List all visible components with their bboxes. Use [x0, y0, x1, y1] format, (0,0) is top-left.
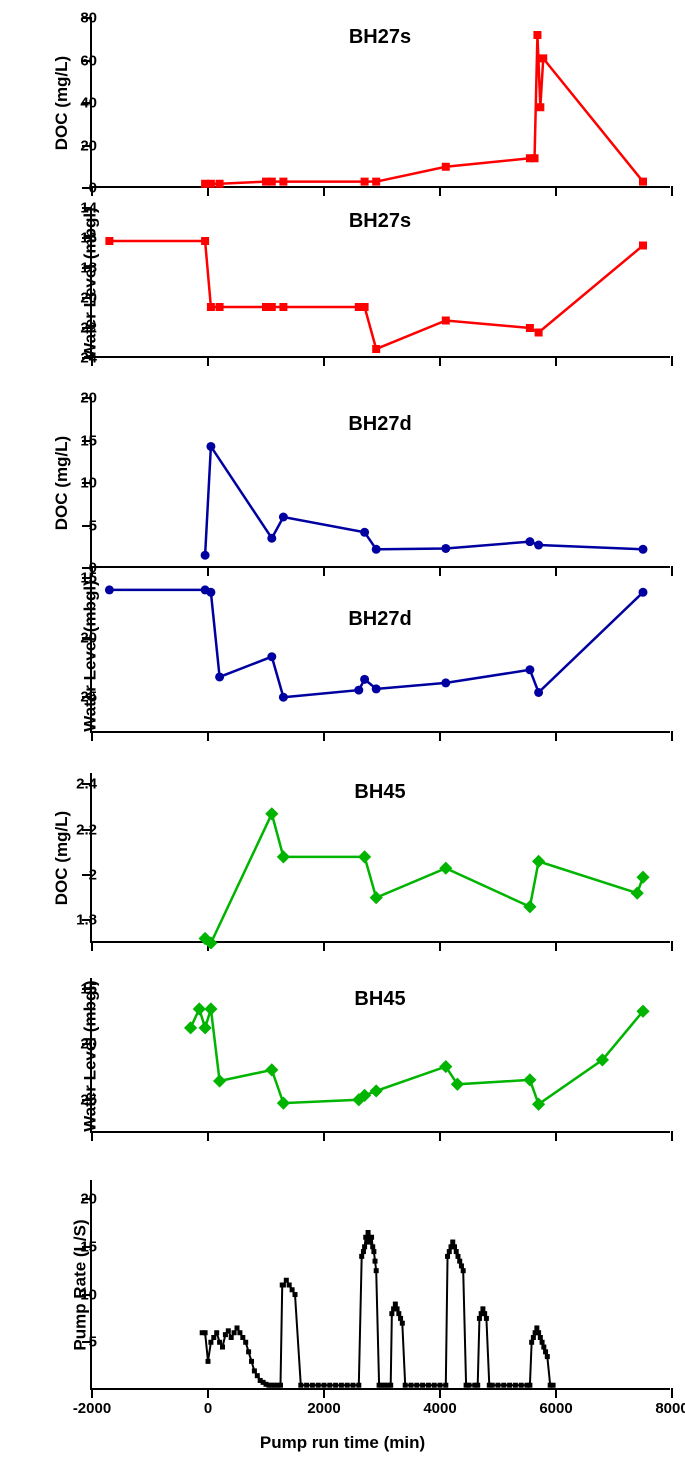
y-tick — [82, 397, 92, 399]
x-tick-label: -2000 — [73, 1400, 111, 1417]
y-tick — [82, 919, 92, 921]
plot-area: -200002000400060008000 — [90, 1180, 670, 1390]
x-tick-label: 8000 — [655, 1400, 685, 1417]
x-tick — [207, 1388, 209, 1398]
x-tick — [91, 731, 93, 741]
series-svg — [92, 1180, 672, 1390]
y-tick — [82, 783, 92, 785]
x-tick — [91, 941, 93, 951]
x-tick — [323, 1131, 325, 1141]
x-tick — [555, 1131, 557, 1141]
x-tick — [91, 1131, 93, 1141]
x-tick — [671, 731, 673, 741]
x-tick — [439, 731, 441, 741]
x-tick — [439, 356, 441, 366]
y-axis-label: Water Level (mbgl) — [81, 980, 101, 1131]
x-tick — [439, 1388, 441, 1398]
chart-panel-p1: DOC (mg/L)BH27s — [90, 18, 670, 188]
chart-panel-p2: Water Level (mbgl)BH27s — [90, 208, 670, 358]
chart-panel-p7: -200002000400060008000Pump Rate (L/S) — [90, 1180, 670, 1390]
chart-panel-p5: DOC (mg/L)BH45 — [90, 773, 670, 943]
x-tick — [671, 941, 673, 951]
x-tick — [439, 1131, 441, 1141]
y-tick — [82, 17, 92, 19]
x-tick-label: 4000 — [423, 1400, 456, 1417]
y-tick — [82, 1198, 92, 1200]
y-axis-label: DOC (mg/L) — [52, 811, 72, 905]
x-tick-label: 0 — [204, 1400, 212, 1417]
x-tick-label: 2000 — [307, 1400, 340, 1417]
plot-area — [90, 578, 670, 733]
x-tick — [207, 356, 209, 366]
x-tick — [323, 356, 325, 366]
y-axis-label: DOC (mg/L) — [52, 56, 72, 150]
x-tick — [207, 1131, 209, 1141]
x-tick — [671, 186, 673, 196]
x-tick — [671, 1388, 673, 1398]
x-tick — [555, 566, 557, 576]
panel-title: BH27s — [349, 26, 411, 49]
panel-title: BH27s — [349, 210, 411, 233]
panel-title: BH27d — [348, 413, 411, 436]
x-tick — [91, 1388, 93, 1398]
x-tick — [555, 1388, 557, 1398]
x-tick — [555, 186, 557, 196]
y-tick — [82, 102, 92, 104]
x-tick — [323, 186, 325, 196]
x-tick — [671, 566, 673, 576]
y-tick — [82, 440, 92, 442]
y-tick — [82, 874, 92, 876]
x-tick — [555, 356, 557, 366]
x-tick — [555, 941, 557, 951]
figure: Pump run time (min) 020406080DOC (mg/L)B… — [0, 0, 685, 1463]
x-tick — [207, 941, 209, 951]
chart-panel-p3: DOC (mg/L)BH27d — [90, 398, 670, 568]
x-tick — [323, 566, 325, 576]
y-tick — [82, 482, 92, 484]
y-axis-label: Pump Rate (L/S) — [71, 1219, 91, 1350]
y-tick — [82, 525, 92, 527]
x-tick — [439, 186, 441, 196]
x-tick — [207, 731, 209, 741]
panel-title: BH45 — [354, 988, 405, 1011]
x-tick — [207, 186, 209, 196]
series-svg — [92, 578, 672, 733]
x-tick — [323, 1388, 325, 1398]
y-tick — [82, 60, 92, 62]
x-tick — [671, 356, 673, 366]
y-axis-label: Water Level (mbgl) — [81, 580, 101, 731]
x-tick — [671, 1131, 673, 1141]
x-tick — [207, 566, 209, 576]
panel-title: BH27d — [348, 608, 411, 631]
x-tick-label: 6000 — [539, 1400, 572, 1417]
y-axis-label: DOC (mg/L) — [52, 436, 72, 530]
y-tick — [82, 145, 92, 147]
x-axis-label: Pump run time (min) — [0, 1433, 685, 1453]
x-tick — [439, 566, 441, 576]
x-tick — [555, 731, 557, 741]
y-tick — [82, 829, 92, 831]
x-tick — [323, 941, 325, 951]
y-axis-label: Water Level (mbgl) — [81, 207, 101, 358]
x-tick — [91, 186, 93, 196]
x-tick — [439, 941, 441, 951]
panel-title: BH45 — [354, 781, 405, 804]
chart-panel-p4: Water Level (mbgl)BH27d — [90, 578, 670, 733]
y-tick — [82, 577, 92, 579]
x-tick — [323, 731, 325, 741]
chart-panel-p6: Water Level (mbgl)BH45 — [90, 978, 670, 1133]
